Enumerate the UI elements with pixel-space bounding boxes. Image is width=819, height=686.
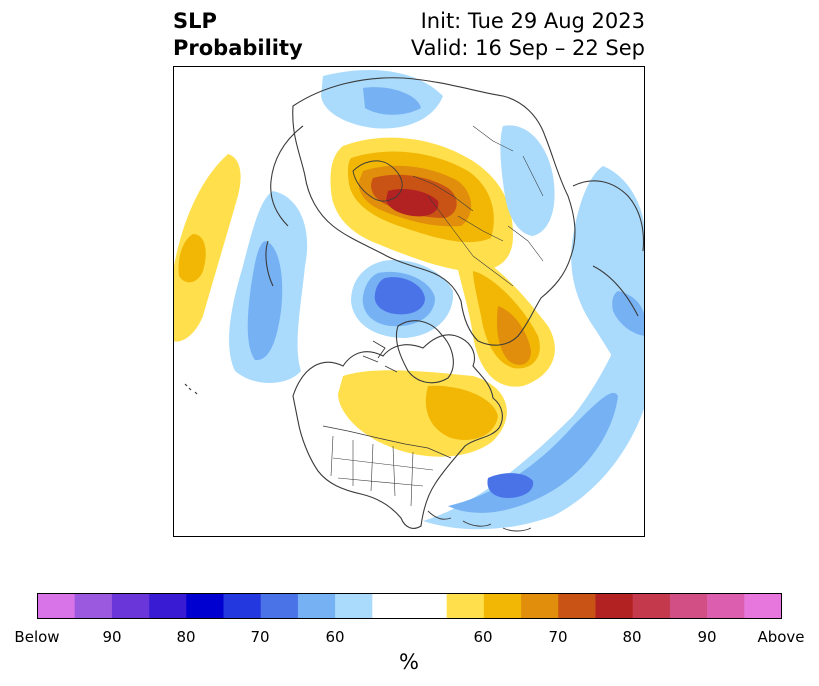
colorbar-segment (149, 593, 187, 619)
negative-anomaly-atlantic-mid (448, 392, 618, 513)
negative-anomaly-atlantic-core (487, 473, 534, 498)
positive-anomaly-europe-peak (386, 189, 439, 217)
coastline-greenland (395, 320, 454, 384)
title-line-slp: SLP (173, 9, 217, 33)
title-line-probability: Probability (173, 36, 303, 60)
valid-date-label: Valid: 16 Sep – 22 Sep (410, 36, 645, 60)
colorbar-tick-70-below: 70 (250, 628, 270, 646)
colorbar-segment (372, 593, 447, 619)
colorbar-tick-80-above: 80 (622, 628, 642, 646)
border-eurasia (412, 125, 544, 287)
colorbar-segment (521, 593, 559, 619)
title-block: SLP Probability (173, 8, 303, 62)
colorbar-segment (186, 593, 224, 619)
colorbar-segment (446, 593, 485, 619)
colorbar-tick-70-above: 70 (548, 628, 568, 646)
negative-anomaly-siberia-core (363, 87, 421, 115)
colorbar-segment (632, 593, 671, 619)
state-lines (330, 435, 434, 507)
colorbar-tick-above: Above (757, 628, 805, 646)
colorbar-tick-60-below: 60 (325, 628, 345, 646)
colorbar-segment (558, 593, 596, 619)
colorbar-tick-below: Below (14, 628, 60, 646)
coastline-hawaii (184, 383, 198, 395)
colorbar-tick-80-below: 80 (176, 628, 196, 646)
colorbar-segment (744, 593, 782, 619)
colorbar-segment (669, 593, 708, 619)
positive-anomaly-canada-core (425, 385, 498, 440)
coastline-north-america (292, 334, 503, 529)
probability-map (173, 66, 645, 537)
colorbar-segment (223, 593, 262, 619)
coastline-east-asia (265, 125, 304, 287)
coastline-arctic-islands (362, 340, 398, 373)
colorbar (37, 593, 782, 619)
coastline-africa (572, 180, 645, 317)
colorbar-tick-60-above: 60 (473, 628, 493, 646)
colorbar-segment (707, 593, 745, 619)
map-outlines (184, 77, 645, 532)
colorbar-segment (74, 593, 113, 619)
colorbar-segment (297, 593, 336, 619)
colorbar-segment (335, 593, 373, 619)
coastline-scandinavia (352, 160, 403, 202)
coastline-caribbean (427, 510, 532, 532)
colorbar-segment (37, 593, 75, 619)
colorbar-tick-90-above: 90 (697, 628, 717, 646)
positive-anomaly-siberia-lobe-core (497, 306, 531, 365)
border-us-canada (322, 425, 452, 459)
colorbar-tick-90-below: 90 (102, 628, 122, 646)
coastline-eurasia (292, 77, 576, 346)
colorbar-segment (483, 593, 522, 619)
colorbar-segment (260, 593, 299, 619)
colorbar-segment (595, 593, 633, 619)
date-block: Init: Tue 29 Aug 2023 Valid: 16 Sep – 22… (411, 8, 645, 62)
positive-anomaly-pacific (173, 154, 241, 342)
positive-anomaly-pacific-core (178, 234, 206, 283)
negative-anomaly-north-africa-core (612, 291, 645, 336)
negative-anomaly-atlantic (423, 266, 645, 530)
negative-anomaly-pacific-mid (247, 241, 283, 361)
colorbar-segments (37, 593, 782, 619)
negative-anomaly-north-africa (571, 166, 645, 396)
negative-anomaly-arctic-core (374, 277, 425, 315)
negative-anomaly-east-asia (500, 125, 555, 236)
colorbar-segment (111, 593, 150, 619)
init-date-label: Init: Tue 29 Aug 2023 (420, 9, 645, 33)
colorbar-unit-label: % (399, 650, 419, 674)
